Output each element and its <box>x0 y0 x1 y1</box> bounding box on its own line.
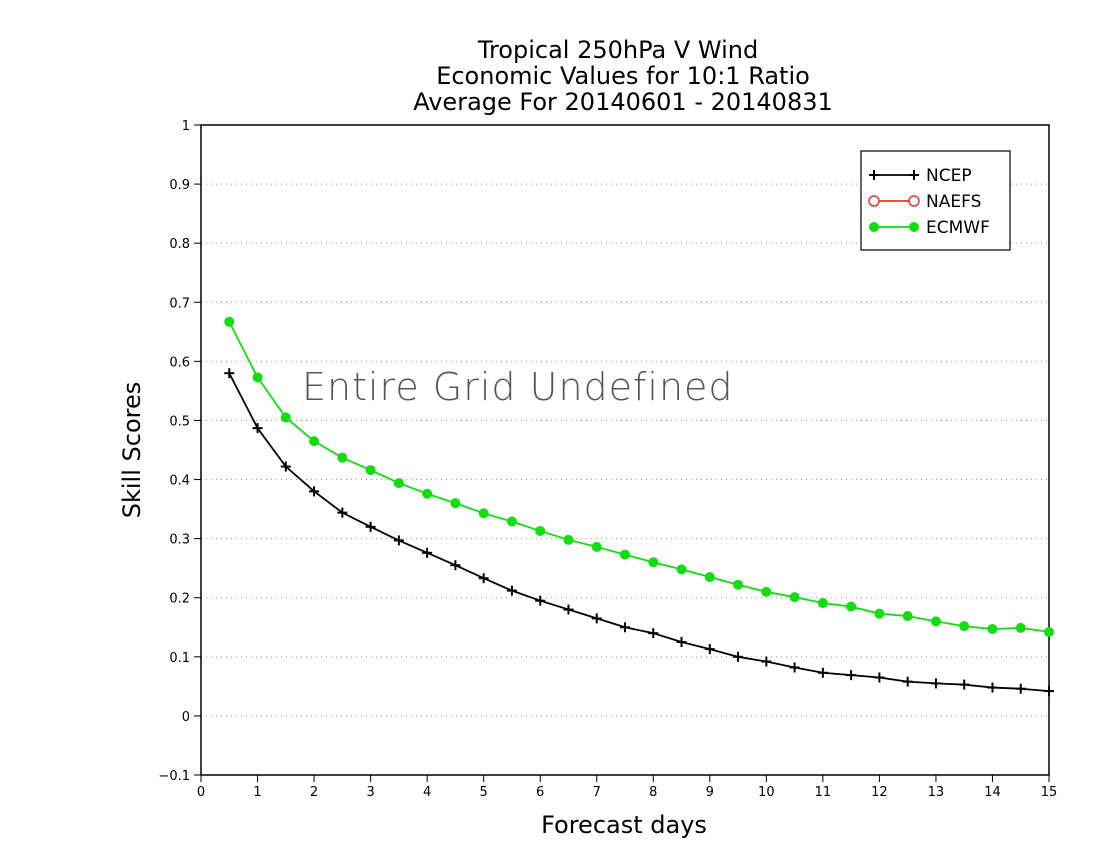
data-point <box>874 608 885 619</box>
data-point <box>337 452 348 463</box>
legend-marker <box>869 222 879 232</box>
series-ecmwf <box>224 316 1054 637</box>
legend-marker <box>868 195 880 207</box>
data-point <box>902 611 913 622</box>
legend-label: NAEFS <box>926 192 981 212</box>
data-point <box>422 488 433 499</box>
data-point <box>591 541 602 552</box>
x-tick-label: 11 <box>815 785 832 800</box>
legend-label: ECMWF <box>926 218 990 238</box>
legend-marker <box>908 195 920 207</box>
data-point <box>563 534 574 545</box>
x-tick-label: 6 <box>536 785 544 800</box>
data-point <box>365 465 376 476</box>
x-tick-label: 10 <box>758 785 775 800</box>
y-tick-label: 1 <box>182 119 190 134</box>
undefined-grid-annotation: Entire Grid Undefined <box>302 365 734 409</box>
y-tick-label: 0.6 <box>169 355 190 370</box>
x-tick-label: 2 <box>310 785 318 800</box>
y-tick-label: 0.1 <box>169 651 190 666</box>
y-axis: −0.1 0 0.1 0.2 0.3 0.4 0.5 0.6 0.7 0.8 0.9 1 <box>158 119 201 784</box>
data-point <box>733 579 744 590</box>
x-tick-label: 13 <box>928 785 945 800</box>
data-point <box>959 621 970 632</box>
y-tick-label: 0 <box>182 710 190 725</box>
legend-item-ncep: NCEP <box>869 166 972 186</box>
y-tick-label: −0.1 <box>158 769 190 784</box>
series-ncep <box>224 368 1054 697</box>
y-tick-label: 0.8 <box>169 237 190 252</box>
y-tick-label: 0.7 <box>169 296 190 311</box>
data-point <box>987 624 998 635</box>
data-point <box>478 508 489 519</box>
x-tick-label: 15 <box>1041 785 1058 800</box>
data-point <box>1044 627 1054 637</box>
legend-label: NCEP <box>926 166 972 186</box>
data-point <box>648 557 659 568</box>
data-point <box>676 564 687 575</box>
legend-marker <box>909 222 919 232</box>
y-tick-label: 0.9 <box>169 178 190 193</box>
data-point <box>535 525 546 536</box>
x-tick-label: 12 <box>871 785 888 800</box>
data-point <box>280 412 291 423</box>
y-axis-label: Skill Scores <box>118 382 146 519</box>
data-point <box>506 516 517 527</box>
x-tick-label: 0 <box>197 785 205 800</box>
data-point <box>930 616 941 627</box>
title-line-2: Economic Values for 10:1 Ratio <box>436 62 810 90</box>
y-tick-label: 0.4 <box>169 474 190 489</box>
data-point <box>789 592 800 603</box>
title-line-3: Average For 20140601 - 20140831 <box>413 88 833 116</box>
data-point <box>846 601 857 612</box>
plot-frame <box>200 124 1050 776</box>
data-point <box>704 572 715 583</box>
data-point <box>309 436 320 447</box>
data-point <box>252 372 263 383</box>
x-tick-label: 1 <box>253 785 261 800</box>
y-tick-label: 0.2 <box>169 592 190 607</box>
data-point <box>761 586 772 597</box>
y-tick-label: 0.3 <box>169 533 190 548</box>
y-tick-label: 0.5 <box>169 414 190 429</box>
legend-item-naefs: NAEFS <box>868 192 981 212</box>
x-tick-label: 9 <box>706 785 714 800</box>
x-tick-label: 7 <box>593 785 601 800</box>
x-tick-label: 3 <box>366 785 374 800</box>
x-tick-label: 8 <box>649 785 657 800</box>
x-tick-label: 14 <box>984 785 1001 800</box>
chart-title: Tropical 250hPa V Wind Economic Values f… <box>413 36 833 116</box>
data-point <box>224 316 235 327</box>
x-axis-label: Forecast days <box>541 811 707 839</box>
title-line-1: Tropical 250hPa V Wind <box>477 36 758 64</box>
data-point <box>620 549 630 560</box>
data-point <box>393 478 404 489</box>
data-point <box>817 598 828 609</box>
x-tick-label: 4 <box>423 785 431 800</box>
data-point <box>450 498 461 509</box>
data-point <box>1015 622 1026 633</box>
series-group <box>224 316 1054 697</box>
legend: NCEP NAEFS ECMWF <box>860 150 1011 251</box>
x-tick-label: 5 <box>480 785 488 800</box>
legend-item-ecmwf: ECMWF <box>869 218 990 238</box>
x-axis: 0 1 2 3 4 5 6 7 8 9 10 11 12 13 14 15 <box>197 775 1057 800</box>
